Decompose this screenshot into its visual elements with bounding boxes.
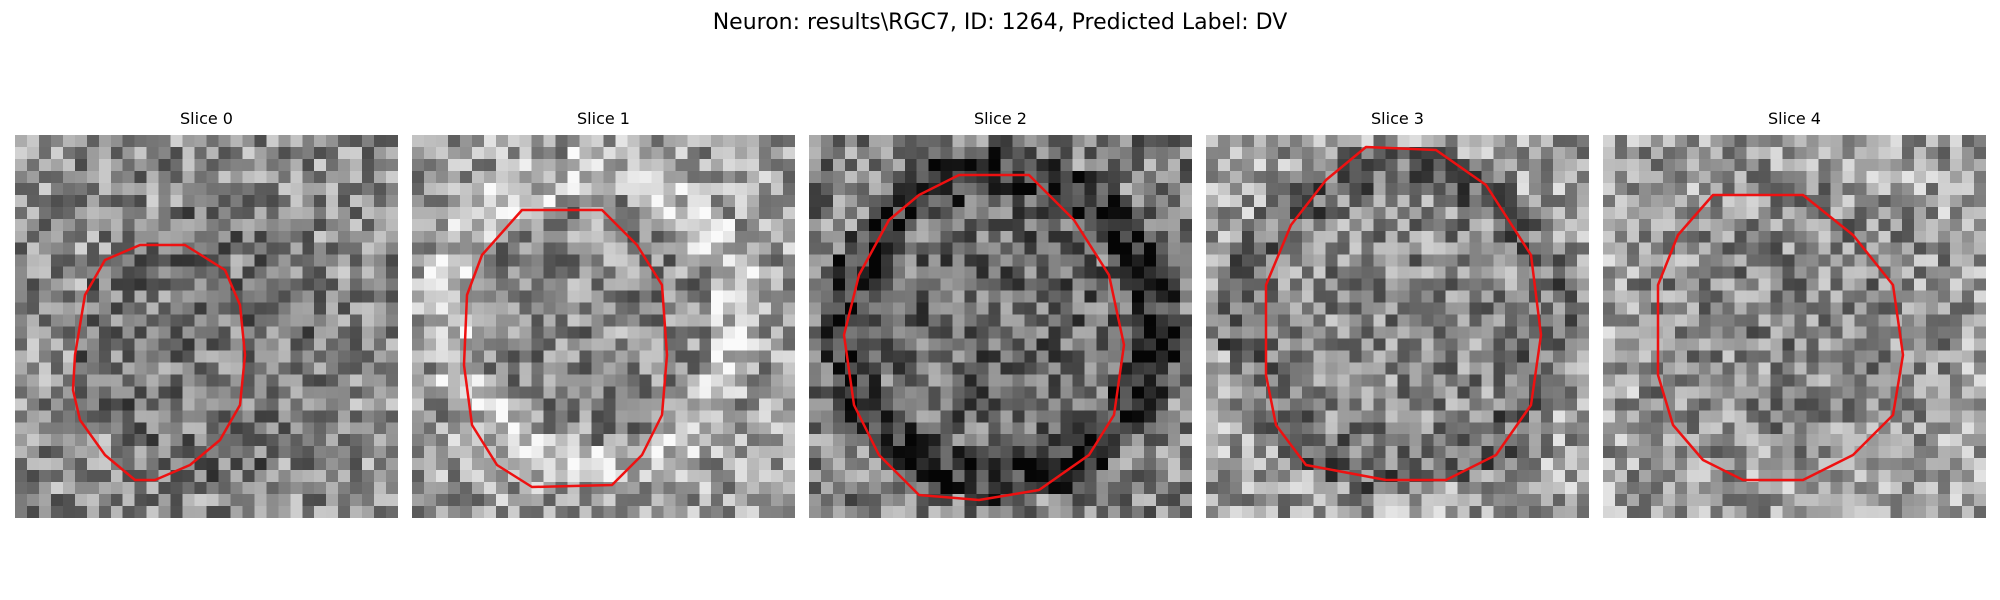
slice-image-4 [1603,135,1986,518]
slice-title-4: Slice 4 [1768,109,1821,128]
slice-svg-3 [1264,145,1543,482]
slice-panel-0: Slice 0 [15,108,398,518]
slice-image-1 [412,135,795,518]
slice-svg-0 [71,243,247,482]
slice-grayscale-4 [1603,135,1986,518]
slice-image-0 [15,135,398,518]
slice-svg-2 [842,173,1126,502]
slice-title-1: Slice 1 [577,109,630,128]
roi-contour-4 [1656,193,1905,482]
slice-grayscale-3 [1206,135,1589,518]
slice-grayscale-2 [809,135,1192,518]
roi-contour-2 [842,173,1126,502]
figure-title: Neuron: results\RGC7, ID: 1264, Predicte… [712,10,1288,35]
slice-panel-2: Slice 2 [809,108,1192,518]
slice-image-3 [1206,135,1589,518]
slice-panel-3: Slice 3 [1206,108,1589,518]
slice-panel-1: Slice 1 [412,108,795,518]
slice-svg-4 [1656,193,1905,482]
slice-grayscale-1 [412,135,795,518]
slice-title-2: Slice 2 [974,109,1027,128]
slice-image-2 [809,135,1192,518]
roi-contour-3 [1264,145,1543,482]
slice-title-0: Slice 0 [180,109,233,128]
roi-contour-1 [462,208,669,489]
slice-panel-4: Slice 4 [1603,108,1986,518]
roi-contour-0 [71,243,247,482]
slice-svg-1 [462,208,669,489]
slice-title-3: Slice 3 [1371,109,1424,128]
